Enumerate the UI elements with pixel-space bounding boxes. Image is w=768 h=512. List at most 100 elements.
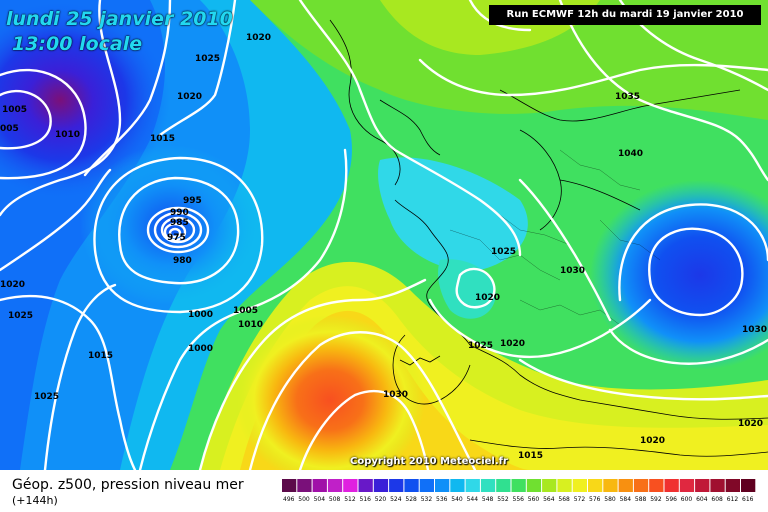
legend-value: 616 — [742, 496, 754, 503]
legend-swatch — [435, 479, 450, 492]
legend-swatch — [649, 479, 664, 492]
color-scale-legend: 496 500 504 508 512 516 520 524 528 532 536 540 544 5… — [282, 479, 756, 503]
legend-swatch — [603, 479, 618, 492]
isobar-label: 1020 — [0, 280, 25, 290]
legend-value: 540 — [451, 496, 463, 503]
isobar-label: 1010 — [238, 320, 263, 330]
legend-value: 584 — [620, 496, 632, 503]
isobar-label: 1020 — [246, 33, 271, 43]
isobar-label: 985 — [170, 218, 189, 228]
isobar-label: 005 — [0, 124, 19, 134]
isobars — [0, 0, 768, 470]
isobar-label: 1020 — [640, 436, 665, 446]
isobar-label: 1035 — [615, 92, 640, 102]
copyright-text: Copyright 2010 Meteociel.fr — [350, 456, 508, 467]
isobar-label: 1020 — [177, 92, 202, 102]
isobar-label: 1025 — [195, 54, 220, 64]
legend-swatch — [297, 479, 312, 492]
isobar-label: 1000 — [188, 310, 213, 320]
isobar-label: 1015 — [88, 351, 113, 361]
legend-swatch — [373, 479, 389, 492]
isobar-label: 1025 — [468, 341, 493, 351]
legend-swatch — [419, 479, 434, 492]
legend-swatch — [664, 479, 679, 492]
legend-value: 592 — [650, 496, 662, 503]
legend-swatch — [588, 479, 603, 492]
legend-swatch — [480, 479, 496, 492]
legend-value: 580 — [604, 496, 616, 503]
legend-value: 596 — [666, 496, 678, 503]
legend-swatch — [557, 479, 572, 492]
legend-value: 536 — [436, 496, 448, 503]
legend-value: 588 — [635, 496, 647, 503]
legend-value: 548 — [482, 496, 494, 503]
isobar-label: 1005 — [233, 306, 258, 316]
isobar-label: 1040 — [618, 149, 643, 159]
legend-value: 528 — [405, 496, 417, 503]
legend-value: 600 — [681, 496, 693, 503]
z500-cyan-alps — [438, 259, 496, 319]
z500-cyan-central — [378, 157, 528, 271]
legend-value: 496 — [283, 496, 295, 503]
legend-swatch — [542, 479, 557, 492]
legend-value: 552 — [497, 496, 509, 503]
legend-swatch — [465, 479, 480, 492]
legend-value: 612 — [727, 496, 739, 503]
lead-time: (+144h) — [12, 494, 58, 507]
legend-value: 544 — [467, 496, 479, 503]
legend-swatch — [358, 479, 373, 492]
legend-value: 520 — [375, 496, 387, 503]
forecast-time: 13:00 locale — [12, 33, 143, 55]
legend-swatch — [327, 479, 343, 492]
isobar-label: 1010 — [55, 130, 80, 140]
legend-swatch — [741, 479, 756, 492]
legend-value: 516 — [360, 496, 372, 503]
legend-value: 504 — [314, 496, 326, 503]
legend-swatch — [511, 479, 526, 492]
isobar-label: 1025 — [34, 392, 59, 402]
legend-value: 560 — [528, 496, 540, 503]
isobar-label: 1030 — [560, 266, 585, 276]
isobar-label: 990 — [170, 208, 189, 218]
legend-value: 576 — [589, 496, 601, 503]
isobar-labels: 1005 005 1010 1015 1020 1025 1020 1025 1… — [0, 33, 767, 461]
isobar-label: 980 — [173, 256, 192, 266]
forecast-date: lundi 25 janvier 2010 — [6, 8, 233, 30]
legend-value: 572 — [574, 496, 586, 503]
legend-value: 508 — [329, 496, 341, 503]
legend-swatch — [710, 479, 725, 492]
legend-value: 608 — [711, 496, 723, 503]
legend-swatch — [679, 479, 695, 492]
legend-swatch — [389, 479, 404, 492]
legend-value: 568 — [558, 496, 570, 503]
legend-value: 604 — [696, 496, 708, 503]
legend-swatch — [572, 479, 587, 492]
map-caption: Géop. z500, pression niveau mer — [12, 477, 244, 493]
isobar-label: 1030 — [742, 325, 767, 335]
isobar-label: 995 — [183, 196, 202, 206]
legend-swatch — [312, 479, 327, 492]
low-east-europe — [590, 180, 768, 370]
legend-swatch — [450, 479, 465, 492]
isobar-label: 1020 — [500, 339, 525, 349]
isobar-label: 1025 — [491, 247, 516, 257]
legend-value: 512 — [344, 496, 356, 503]
legend-swatch — [282, 479, 297, 492]
legend-value: 524 — [390, 496, 402, 503]
isobar-label: 1025 — [8, 311, 33, 321]
isobar-label: 1015 — [150, 134, 175, 144]
legend-value: 532 — [421, 496, 433, 503]
legend-swatch — [618, 479, 633, 492]
legend-swatch — [633, 479, 649, 492]
legend-swatch — [404, 479, 419, 492]
isobar-label: 1020 — [475, 293, 500, 303]
z500-band-north — [250, 0, 768, 120]
isobar-label: 1030 — [383, 390, 408, 400]
legend-swatch — [695, 479, 710, 492]
high-iberia-west — [235, 315, 425, 470]
legend-value: 564 — [543, 496, 555, 503]
isobar-label: 1005 — [2, 105, 27, 115]
legend-value: 556 — [513, 496, 525, 503]
isobar-label: 975 — [167, 233, 186, 243]
